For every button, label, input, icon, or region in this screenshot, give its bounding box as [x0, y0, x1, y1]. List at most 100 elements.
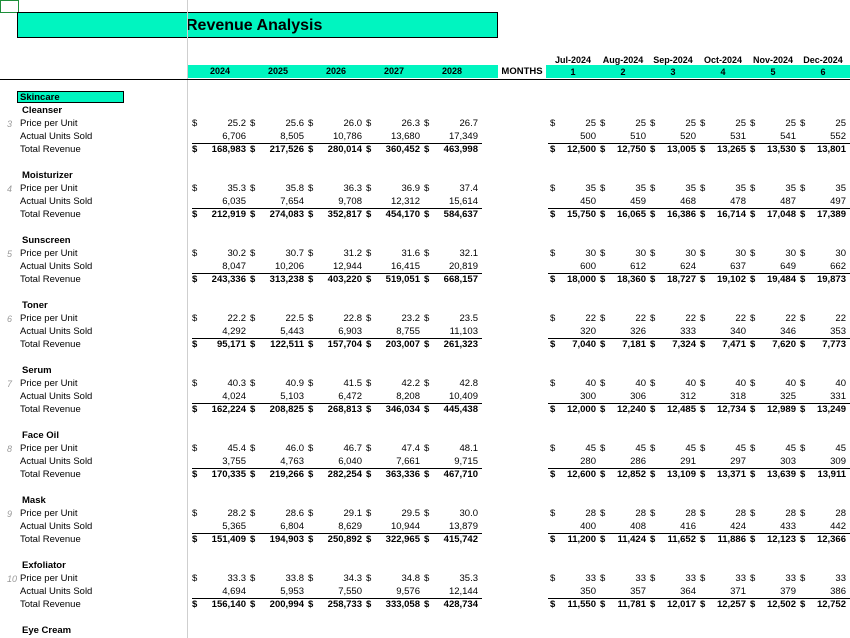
- month-value-cell[interactable]: 306: [630, 391, 646, 402]
- month-value-cell[interactable]: 35: [735, 183, 746, 194]
- month-value-cell[interactable]: 28: [735, 508, 746, 519]
- month-value-cell[interactable]: 18,727: [666, 274, 696, 285]
- month-value-cell[interactable]: 468: [680, 196, 696, 207]
- month-value-cell[interactable]: 13,530: [766, 144, 796, 155]
- month-value-cell[interactable]: 19,873: [816, 274, 846, 285]
- month-value-cell[interactable]: 45: [735, 443, 746, 454]
- month-value-cell[interactable]: 11,781: [617, 599, 646, 610]
- year-value-cell[interactable]: 25.6: [285, 118, 305, 129]
- year-value-cell[interactable]: 4,763: [280, 456, 304, 467]
- year-value-cell[interactable]: 7,550: [338, 586, 362, 597]
- year-value-cell[interactable]: 403,220: [327, 274, 362, 285]
- month-value-cell[interactable]: 13,109: [666, 469, 696, 480]
- month-value-cell[interactable]: 18,360: [616, 274, 646, 285]
- year-value-cell[interactable]: 13,879: [448, 521, 478, 532]
- year-value-cell[interactable]: 4,694: [222, 586, 246, 597]
- month-value-cell[interactable]: 35: [685, 183, 696, 194]
- year-value-cell[interactable]: 47.4: [401, 443, 421, 454]
- month-value-cell[interactable]: 22: [785, 313, 796, 324]
- month-value-cell[interactable]: 33: [685, 573, 696, 584]
- month-value-cell[interactable]: 12,600: [566, 469, 596, 480]
- month-value-cell[interactable]: 40: [785, 378, 796, 389]
- month-value-cell[interactable]: 15,750: [566, 209, 596, 220]
- year-value-cell[interactable]: 35.3: [459, 573, 479, 584]
- month-value-cell[interactable]: 7,324: [672, 339, 696, 350]
- month-value-cell[interactable]: 33: [835, 573, 846, 584]
- month-value-cell[interactable]: 12,123: [766, 534, 796, 545]
- month-header[interactable]: Jul-2024 1: [548, 55, 598, 79]
- year-value-cell[interactable]: 219,266: [269, 469, 304, 480]
- year-value-cell[interactable]: 28.2: [227, 508, 247, 519]
- year-value-cell[interactable]: 23.5: [459, 313, 479, 324]
- month-header[interactable]: Nov-2024 5: [748, 55, 798, 79]
- year-value-cell[interactable]: 5,365: [222, 521, 246, 532]
- month-value-cell[interactable]: 35: [835, 183, 846, 194]
- year-value-cell[interactable]: 217,526: [269, 144, 304, 155]
- month-value-cell[interactable]: 30: [635, 248, 646, 259]
- year-value-cell[interactable]: 22.2: [227, 313, 247, 324]
- year-value-cell[interactable]: 333,058: [385, 599, 420, 610]
- month-value-cell[interactable]: 346: [780, 326, 796, 337]
- year-value-cell[interactable]: 208,825: [269, 404, 304, 415]
- month-header[interactable]: Aug-2024 2: [598, 55, 648, 79]
- year-value-cell[interactable]: 428,734: [443, 599, 478, 610]
- year-value-cell[interactable]: 122,511: [270, 339, 304, 350]
- product-name[interactable]: Eye Cream: [22, 625, 72, 636]
- month-value-cell[interactable]: 25: [585, 118, 596, 129]
- month-value-cell[interactable]: 33: [585, 573, 596, 584]
- month-value-cell[interactable]: 408: [630, 521, 646, 532]
- year-value-cell[interactable]: 10,206: [274, 261, 304, 272]
- month-value-cell[interactable]: 364: [680, 586, 696, 597]
- month-value-cell[interactable]: 400: [580, 521, 596, 532]
- month-value-cell[interactable]: 16,714: [716, 209, 746, 220]
- month-value-cell[interactable]: 433: [780, 521, 796, 532]
- month-value-cell[interactable]: 459: [630, 196, 646, 207]
- year-value-cell[interactable]: 48.1: [459, 443, 479, 454]
- month-value-cell[interactable]: 331: [830, 391, 846, 402]
- year-value-cell[interactable]: 32.1: [459, 248, 479, 259]
- year-value-cell[interactable]: 30.0: [459, 508, 479, 519]
- month-value-cell[interactable]: 25: [835, 118, 846, 129]
- month-value-cell[interactable]: 520: [680, 131, 696, 142]
- month-value-cell[interactable]: 40: [685, 378, 696, 389]
- month-header[interactable]: Sep-2024 3: [648, 55, 698, 79]
- month-value-cell[interactable]: 350: [580, 586, 596, 597]
- month-value-cell[interactable]: 7,471: [722, 339, 746, 350]
- year-value-cell[interactable]: 8,047: [222, 261, 246, 272]
- year-value-cell[interactable]: 313,238: [269, 274, 304, 285]
- month-value-cell[interactable]: 353: [830, 326, 846, 337]
- product-name[interactable]: Toner: [22, 300, 48, 311]
- year-value-cell[interactable]: 170,335: [211, 469, 246, 480]
- year-value-cell[interactable]: 5,103: [280, 391, 304, 402]
- month-value-cell[interactable]: 325: [780, 391, 796, 402]
- month-value-cell[interactable]: 28: [685, 508, 696, 519]
- month-value-cell[interactable]: 45: [685, 443, 696, 454]
- year-value-cell[interactable]: 360,452: [385, 144, 420, 155]
- year-value-cell[interactable]: 30.2: [227, 248, 247, 259]
- year-value-cell[interactable]: 9,715: [454, 456, 478, 467]
- year-value-cell[interactable]: 6,804: [280, 521, 304, 532]
- year-value-cell[interactable]: 157,704: [327, 339, 362, 350]
- year-value-cell[interactable]: 12,944: [332, 261, 362, 272]
- month-value-cell[interactable]: 487: [780, 196, 796, 207]
- year-value-cell[interactable]: 26.7: [459, 118, 479, 129]
- year-value-cell[interactable]: 668,157: [443, 274, 478, 285]
- month-value-cell[interactable]: 286: [630, 456, 646, 467]
- year-value-cell[interactable]: 258,733: [327, 599, 362, 610]
- month-value-cell[interactable]: 357: [630, 586, 646, 597]
- year-value-cell[interactable]: 352,817: [327, 209, 362, 220]
- month-value-cell[interactable]: 12,017: [666, 599, 696, 610]
- month-value-cell[interactable]: 13,639: [766, 469, 796, 480]
- month-value-cell[interactable]: 11,200: [567, 534, 596, 545]
- year-value-cell[interactable]: 243,336: [211, 274, 246, 285]
- year-value-cell[interactable]: 10,786: [332, 131, 362, 142]
- month-value-cell[interactable]: 11,424: [617, 534, 646, 545]
- year-value-cell[interactable]: 194,903: [269, 534, 304, 545]
- month-value-cell[interactable]: 416: [680, 521, 696, 532]
- month-value-cell[interactable]: 35: [785, 183, 796, 194]
- year-value-cell[interactable]: 280,014: [327, 144, 362, 155]
- year-value-cell[interactable]: 346,034: [385, 404, 420, 415]
- year-value-cell[interactable]: 6,903: [338, 326, 362, 337]
- product-name[interactable]: Moisturizer: [22, 170, 73, 181]
- year-value-cell[interactable]: 46.0: [285, 443, 305, 454]
